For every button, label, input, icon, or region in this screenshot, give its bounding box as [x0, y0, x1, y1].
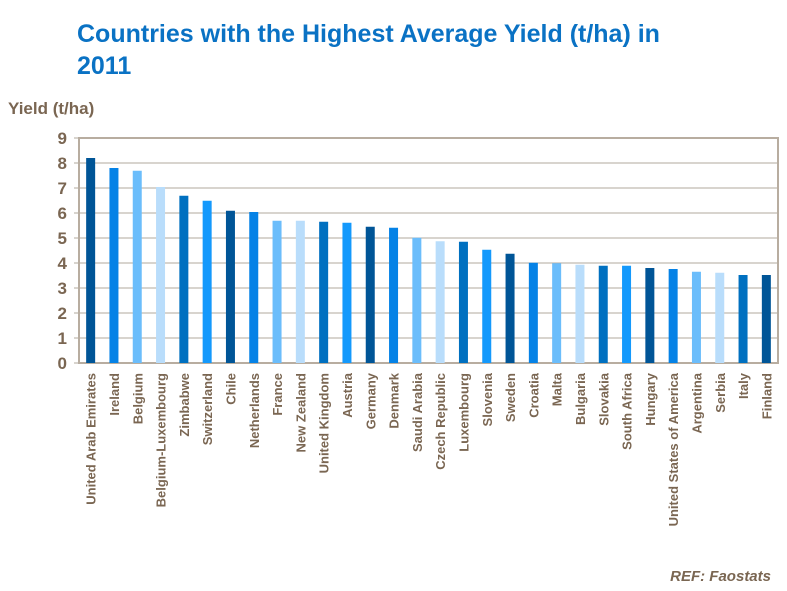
- bar-slovenia: [482, 249, 492, 363]
- x-tick-label: New Zealand: [293, 373, 308, 453]
- x-tick-label: Luxembourg: [456, 373, 471, 452]
- x-tick-label: South Africa: [620, 372, 635, 450]
- bar-belgium-luxembourg: [156, 187, 166, 363]
- bar-bulgaria: [575, 264, 585, 363]
- bar-ireland: [109, 168, 119, 363]
- y-tick-label: 7: [58, 179, 67, 198]
- bar-switzerland: [202, 200, 212, 363]
- bar-czech-republic: [435, 241, 445, 363]
- bar-denmark: [389, 227, 399, 363]
- y-tick-label: 9: [58, 129, 67, 148]
- x-tick-label: United States of America: [666, 372, 681, 526]
- bar-argentina: [691, 271, 701, 363]
- x-tick-label: Bulgaria: [573, 372, 588, 425]
- x-tick-label: Chile: [223, 373, 238, 405]
- y-tick-label: 2: [58, 304, 67, 323]
- x-tick-label: Hungary: [643, 372, 658, 426]
- x-tick-label: Finland: [759, 373, 774, 419]
- y-tick-label: 4: [58, 254, 68, 273]
- bar-chile: [225, 210, 235, 363]
- x-tick-label: Serbia: [713, 372, 728, 413]
- x-tick-label: France: [270, 373, 285, 416]
- y-tick-label: 3: [58, 279, 67, 298]
- x-tick-label: Italy: [736, 372, 751, 399]
- x-tick-label: Sweden: [503, 373, 518, 422]
- x-tick-label: Argentina: [689, 372, 704, 433]
- bar-italy: [738, 275, 748, 363]
- x-tick-label: Germany: [363, 372, 378, 429]
- x-tick-label: Slovakia: [596, 372, 611, 426]
- bar-zimbabwe: [179, 195, 189, 363]
- bar-new-zealand: [295, 220, 305, 363]
- y-tick-label: 6: [58, 204, 67, 223]
- plot-border: [78, 137, 779, 364]
- x-tick-label: Netherlands: [247, 373, 262, 448]
- bar-slovakia: [598, 265, 608, 363]
- bar-hungary: [645, 268, 655, 363]
- bar-luxembourg: [458, 241, 468, 363]
- x-tick-label: Zimbabwe: [177, 373, 192, 437]
- x-tick-label: United Arab Emirates: [84, 373, 99, 505]
- bar-malta: [552, 263, 562, 363]
- bar-sweden: [505, 253, 515, 363]
- x-tick-label: United Kingdom: [317, 373, 332, 473]
- bar-united-states-of-america: [668, 269, 678, 363]
- bar-netherlands: [249, 212, 259, 363]
- x-tick-label: Saudi Arabia: [410, 372, 425, 452]
- y-axis-label: Yield (t/ha): [8, 99, 95, 118]
- chart-title: Countries with the Highest Average Yield…: [77, 20, 660, 80]
- bar-united-kingdom: [319, 221, 329, 363]
- reference-note: REF: Faostats: [670, 568, 771, 585]
- x-tick-label: Switzerland: [200, 373, 215, 445]
- x-tick-label: Austria: [340, 372, 355, 418]
- bar-france: [272, 220, 282, 363]
- bar-united-arab-emirates: [86, 158, 96, 363]
- bar-croatia: [528, 262, 538, 363]
- x-tick-label: Belgium: [130, 373, 145, 424]
- x-tick-label: Malta: [550, 372, 565, 406]
- x-tick-label: Croatia: [526, 372, 541, 418]
- x-tick-label: Denmark: [387, 372, 402, 428]
- x-tick-label: Slovenia: [480, 372, 495, 426]
- bar-austria: [342, 222, 352, 363]
- bar-south-africa: [622, 265, 632, 363]
- bar-belgium: [132, 170, 142, 363]
- y-tick-label: 0: [58, 354, 67, 373]
- bar-germany: [365, 226, 375, 363]
- x-tick-label: Czech Republic: [433, 373, 448, 470]
- bar-saudi-arabia: [412, 237, 422, 363]
- x-tick-label: Ireland: [107, 373, 122, 416]
- y-tick-label: 5: [58, 229, 67, 248]
- y-tick-label: 1: [58, 329, 67, 348]
- bar-serbia: [715, 272, 725, 363]
- y-tick-label: 8: [58, 154, 67, 173]
- bar-finland: [761, 275, 771, 363]
- x-tick-label: Belgium-Luxembourg: [154, 373, 169, 507]
